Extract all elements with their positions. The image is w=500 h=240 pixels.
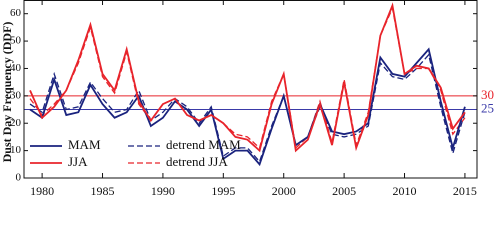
x-tick-label: 1985 xyxy=(91,184,115,198)
y-axis-label: Dust Day Frequency (DDF) xyxy=(0,22,14,163)
series-line xyxy=(29,2,466,153)
legend-label: detrend MAM xyxy=(166,137,241,152)
x-tick-label: 2015 xyxy=(453,184,477,198)
x-tick-label: 2005 xyxy=(332,184,356,198)
y-tick-label: 0 xyxy=(16,172,22,184)
y-tick-label: 20 xyxy=(10,117,22,129)
x-tick-label: 1990 xyxy=(151,184,175,198)
plot-frame xyxy=(23,0,478,179)
series-line xyxy=(29,47,466,167)
reference-label: 25 xyxy=(481,101,494,116)
x-tick-label: 2000 xyxy=(272,184,296,198)
chart: Dust Day Frequency (DDF) 302501020304050… xyxy=(0,0,494,198)
y-tick-label: 40 xyxy=(10,62,22,74)
x-tick-label: 2010 xyxy=(393,184,417,198)
legend-label: MAM xyxy=(68,137,101,152)
y-tick-label: 60 xyxy=(10,7,22,19)
legend-label: JJA xyxy=(68,154,88,169)
y-tick-label: 10 xyxy=(10,144,22,156)
page: Dust Day Frequency (DDF) 30 25 0 10 20 30 40 50… xyxy=(0,0,494,198)
y-tick-label: 30 xyxy=(10,89,22,101)
y-tick-label: 50 xyxy=(10,35,22,47)
series-line xyxy=(29,53,466,163)
x-tick-label: 1980 xyxy=(30,184,54,198)
reference-label: 30 xyxy=(481,87,494,102)
legend-label: detrend JJA xyxy=(166,154,228,169)
x-tick-label: 1995 xyxy=(211,184,235,198)
